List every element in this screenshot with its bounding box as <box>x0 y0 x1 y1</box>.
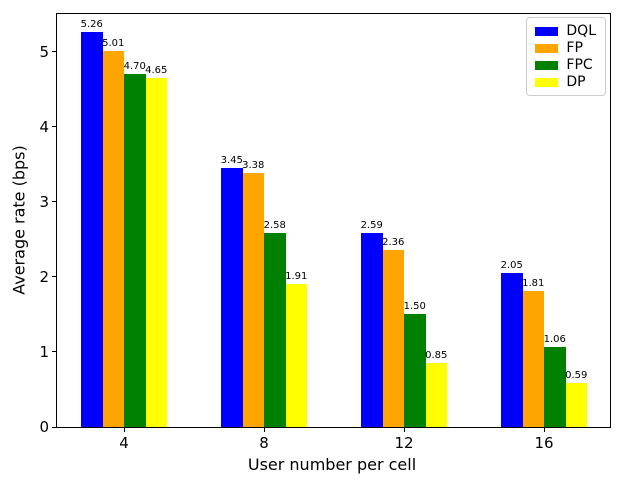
y-tick-mark <box>52 51 57 53</box>
bar-value-label: 1.50 <box>403 301 426 313</box>
legend-label: FP <box>566 40 583 56</box>
bar-value-label: 0.59 <box>565 369 588 381</box>
legend-item-dp: DP <box>535 75 596 89</box>
bar-value-label: 5.01 <box>102 37 125 49</box>
bar-value-label: 2.05 <box>500 260 523 272</box>
bar-fpc-16 <box>544 347 566 427</box>
legend-swatch-fp <box>535 43 559 53</box>
x-tick-label: 8 <box>259 434 269 452</box>
bar-value-label: 4.70 <box>123 61 146 73</box>
bar-dql-4 <box>81 32 103 427</box>
bar-value-label: 3.45 <box>220 154 243 166</box>
legend-item-fp: FP <box>535 41 596 55</box>
bar-fp-16 <box>522 291 544 427</box>
y-tick-label: 1 <box>39 342 49 361</box>
y-tick-label: 5 <box>39 42 49 61</box>
legend-swatch-dp <box>535 77 559 87</box>
y-tick-mark <box>52 426 57 428</box>
y-tick-label: 4 <box>39 117 49 136</box>
bar-value-label: 1.91 <box>285 270 308 282</box>
x-tick-label: 12 <box>394 434 414 452</box>
y-tick-label: 3 <box>39 192 49 211</box>
y-tick-mark <box>52 201 57 203</box>
bar-value-label: 1.81 <box>522 278 545 290</box>
bar-value-label: 4.65 <box>145 64 168 76</box>
bar-fpc-8 <box>264 233 286 427</box>
bar-value-label: 2.58 <box>263 220 286 232</box>
y-tick-mark <box>52 276 57 278</box>
bar-fpc-12 <box>404 314 426 427</box>
bar-value-label: 1.06 <box>543 334 566 346</box>
bar-dp-16 <box>565 382 587 427</box>
bar-value-label: 0.85 <box>425 350 448 362</box>
bar-value-label: 3.38 <box>242 160 265 172</box>
legend-swatch-dql <box>535 26 559 36</box>
x-tick-mark <box>123 427 125 432</box>
bar-fp-8 <box>242 173 264 427</box>
bar-value-label: 2.59 <box>360 219 383 231</box>
legend-item-fpc: FPC <box>535 58 596 72</box>
y-tick-mark <box>52 351 57 353</box>
y-tick-label: 0 <box>39 418 49 436</box>
bar-dp-8 <box>285 283 307 427</box>
plot-area: DQL FP FPC DP 0 1 2 3 4 5 4 5.26 5.01 4.70 4.65 8 3.45 3… <box>39 13 611 452</box>
x-tick-mark <box>543 427 545 432</box>
bar-dp-4 <box>145 77 167 427</box>
bar-dql-8 <box>221 167 243 427</box>
bar-dql-16 <box>501 273 523 427</box>
bar-fp-12 <box>382 249 404 427</box>
x-tick-label: 4 <box>119 434 129 452</box>
bar-fp-4 <box>102 50 124 427</box>
legend-label: DQL <box>566 23 596 39</box>
x-tick-mark <box>403 427 405 432</box>
bar-value-label: 2.36 <box>382 236 405 248</box>
legend-label: FPC <box>566 57 593 73</box>
legend-swatch-fpc <box>535 60 559 70</box>
x-tick-label: 16 <box>534 434 554 452</box>
legend: DQL FP FPC DP <box>526 17 606 96</box>
legend-item-dql: DQL <box>535 24 596 38</box>
bar-value-label: 5.26 <box>80 19 103 31</box>
bar-dp-12 <box>425 363 447 427</box>
y-tick-mark <box>52 126 57 128</box>
x-axis-label: User number per cell <box>247 455 417 474</box>
x-tick-mark <box>263 427 265 432</box>
legend-label: DP <box>566 74 586 90</box>
bar-fpc-4 <box>124 74 146 427</box>
y-tick-label: 2 <box>39 267 49 286</box>
bar-dql-12 <box>361 232 383 427</box>
